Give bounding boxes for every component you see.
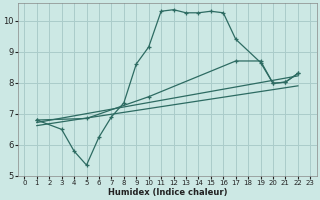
X-axis label: Humidex (Indice chaleur): Humidex (Indice chaleur) [108, 188, 227, 197]
